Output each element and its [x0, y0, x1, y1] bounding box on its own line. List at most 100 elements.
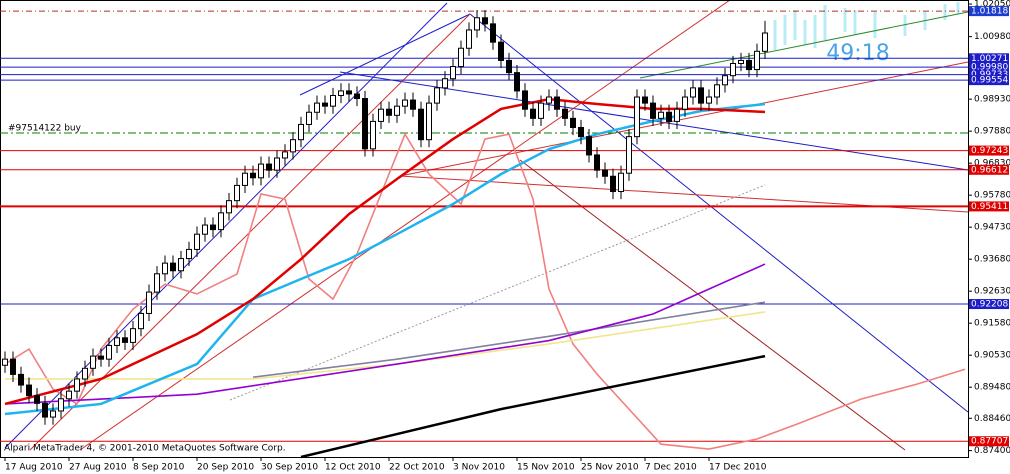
candle-body: [290, 139, 296, 153]
candle-body: [106, 344, 112, 360]
candle-body: [658, 111, 664, 119]
candle-body: [42, 402, 48, 418]
candle-body: [466, 29, 472, 49]
plot-border: [0, 0, 969, 458]
candle-body: [2, 358, 8, 366]
y-tick-label: 1.02050: [974, 0, 1010, 10]
candle-body: [402, 99, 408, 107]
x-tick-label: 12 Oct 2010: [325, 463, 381, 473]
candle-body: [58, 398, 64, 412]
candle-body: [34, 395, 40, 404]
candle-body: [746, 59, 752, 71]
level-label: 0.99554: [971, 76, 1008, 86]
candle-body: [146, 291, 152, 314]
candle-body: [226, 200, 232, 214]
candle-body: [250, 172, 256, 179]
level-label: 0.87707: [971, 437, 1008, 447]
candle-body: [66, 390, 72, 400]
candle-body: [450, 66, 456, 80]
level-box: [969, 436, 1009, 447]
cyan-forecast: [773, 2, 960, 50]
candle-body: [490, 23, 496, 43]
candle-body: [162, 262, 168, 275]
indicator-line: [4, 132, 966, 450]
x-tick-label: 25 Nov 2010: [581, 463, 639, 473]
level-box: [969, 164, 1009, 175]
candle-body: [682, 96, 688, 110]
candle-body: [354, 93, 360, 100]
candle-body: [186, 248, 192, 260]
candle-body: [154, 273, 160, 293]
candle-body: [538, 102, 544, 119]
candle-body: [202, 224, 208, 235]
candle-body: [554, 96, 560, 110]
y-tick-label: 0.93680: [974, 255, 1010, 265]
candle-body: [74, 378, 80, 392]
candle-body: [578, 126, 584, 138]
level-box: [969, 69, 1009, 80]
indicator-line: [252, 301, 766, 378]
candle-body: [298, 123, 304, 141]
level-label: 0.92208: [971, 300, 1008, 310]
indicator-line: [4, 97, 766, 406]
candle-body: [122, 337, 128, 343]
y-tick-label: 0.94730: [974, 223, 1010, 233]
y-tick-label: 0.98930: [974, 95, 1010, 105]
candle-body: [714, 84, 720, 98]
level-box: [969, 53, 1009, 64]
candle-body: [378, 108, 384, 122]
candle-body: [754, 50, 760, 71]
candle-body: [602, 169, 608, 177]
candle-body: [410, 99, 416, 110]
indicator-line: [300, 354, 766, 459]
candle-body: [618, 172, 624, 193]
candle-body: [730, 62, 736, 77]
candle-body: [274, 157, 280, 171]
candle-body: [322, 102, 328, 107]
level-label: 0.96612: [971, 165, 1008, 175]
indicator-line: [4, 102, 766, 416]
level-label: 0.99980: [971, 63, 1008, 73]
y-tick-label: 0.96830: [974, 159, 1010, 169]
level-box: [969, 6, 1009, 17]
candle-body: [50, 410, 56, 418]
candle-body: [210, 224, 216, 231]
candle-body: [418, 108, 424, 141]
candle-body: [90, 355, 96, 369]
candle-body: [346, 90, 352, 95]
level-label: 0.97243: [971, 146, 1008, 156]
candle-body: [626, 136, 632, 174]
x-tick-label: 22 Oct 2010: [389, 463, 445, 473]
candle-body: [482, 17, 488, 25]
order-label: #97514122 buy: [8, 123, 82, 133]
y-tick-label: 1.00980: [974, 32, 1010, 42]
candle-body: [338, 90, 344, 96]
candle-body: [474, 17, 480, 31]
candle-body: [10, 358, 16, 375]
candle-body: [738, 59, 744, 64]
candle-body: [26, 384, 32, 397]
candle-body: [706, 96, 712, 104]
candle-body: [442, 78, 448, 89]
candle-body: [546, 96, 552, 104]
x-tick-label: 3 Nov 2010: [453, 463, 505, 473]
candle-body: [330, 94, 336, 107]
level-label: 1.00271: [971, 54, 1008, 64]
candle-body: [570, 117, 576, 128]
candle-body: [698, 87, 704, 104]
candle-body: [194, 233, 200, 250]
y-tick-label: 0.87400: [974, 446, 1010, 456]
candle-body: [562, 108, 568, 119]
watermark: Alpari MetaTrader 4, © 2001-2010 MetaQuo…: [4, 444, 286, 454]
candle-body: [362, 98, 368, 150]
x-tick-label: 15 Nov 2010: [517, 463, 575, 473]
candle-body: [610, 175, 616, 193]
level-box: [969, 75, 1009, 86]
x-tick-label: 20 Sep 2010: [197, 463, 254, 473]
y-tick-label: 0.97880: [974, 127, 1010, 137]
candle-body: [138, 312, 144, 330]
indicator-line: [4, 263, 766, 405]
candle-body: [650, 102, 656, 119]
candle-body: [642, 96, 648, 104]
candle-body: [130, 328, 136, 343]
